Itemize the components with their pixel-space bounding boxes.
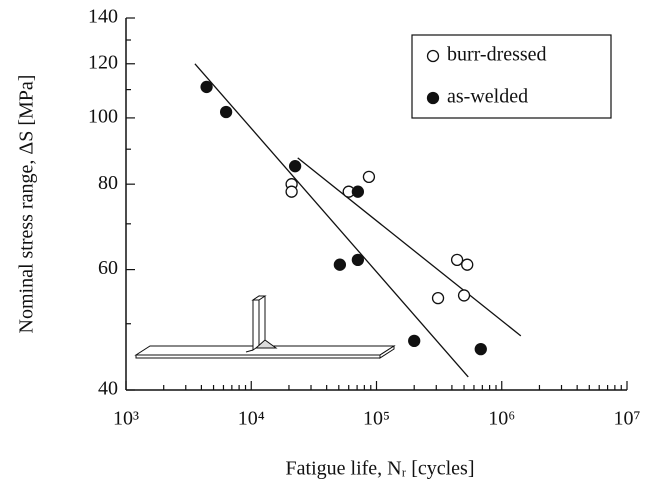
x-tick-label: 10³ [113,408,139,430]
point [288,160,302,173]
x-tick-label: 10⁷ [614,408,641,430]
y-tick-label: 140 [88,6,118,28]
point [333,258,347,271]
point [200,80,213,94]
weld-inset [134,295,396,359]
point [408,334,421,348]
y-tick-label: 80 [98,172,118,194]
y-tick-label: 40 [98,378,118,400]
x-tick-label: 10⁴ [238,408,265,430]
y-tick-label: 120 [88,51,118,73]
x-axis-label: Fatigue life, Nᵣ [cycles] [286,458,475,480]
x-tick-label: 10⁶ [488,408,515,430]
y-tick-label: 100 [88,106,118,128]
point [431,291,445,305]
y-tick-label: 60 [98,257,118,279]
y-axis-label: Nominal stress range, ΔS [MPa] [16,75,38,334]
legend-marker [426,49,440,63]
x-tick-label: 10⁵ [363,408,390,430]
fit-line [194,63,469,378]
point [285,185,298,198]
point [219,105,233,119]
fit-line [297,157,522,337]
point [351,253,365,267]
point [362,170,376,183]
legend-marker [426,91,440,105]
point [457,289,471,302]
point [351,185,365,198]
legend-label: burr-dressed [447,44,547,66]
legend-label: as-welded [447,86,528,108]
point [450,253,464,267]
point [474,342,487,356]
legend-box [411,34,612,119]
point [461,258,474,271]
